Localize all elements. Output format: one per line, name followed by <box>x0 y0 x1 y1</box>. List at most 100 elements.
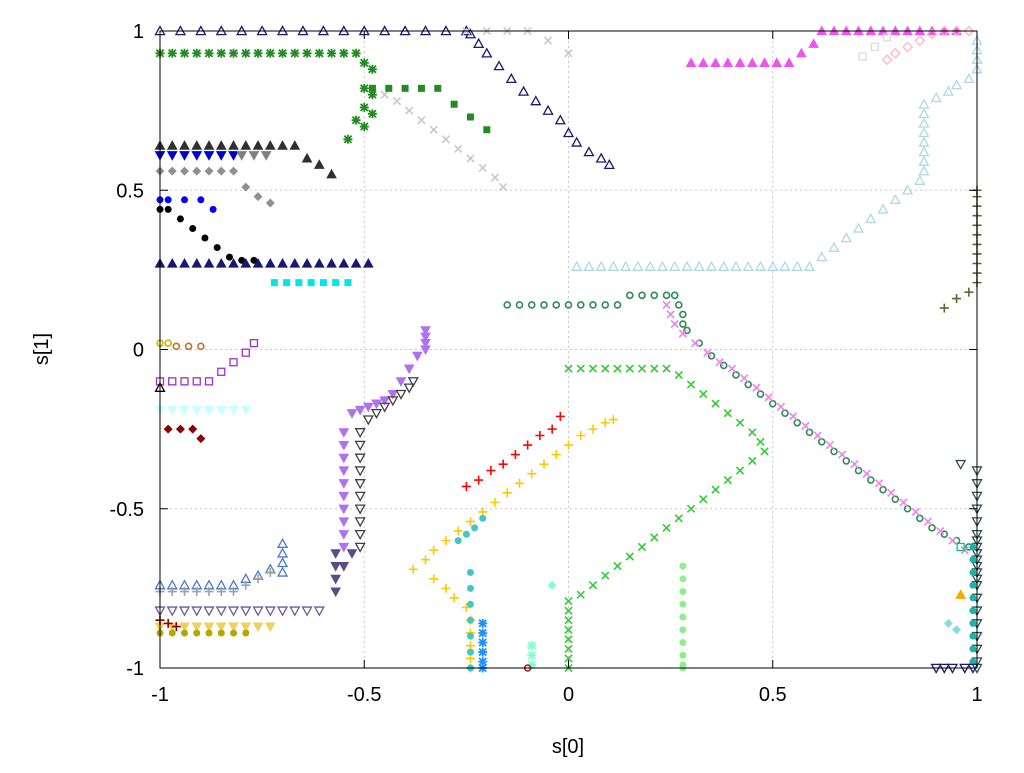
data-point <box>307 279 315 287</box>
y-tick-label: 0.5 <box>116 180 144 202</box>
data-point <box>564 644 573 654</box>
data-point <box>277 257 288 268</box>
data-point <box>554 114 566 125</box>
data-point <box>732 371 740 379</box>
data-point <box>313 159 325 169</box>
data-point <box>948 536 957 545</box>
data-point <box>179 405 190 416</box>
data-point <box>412 351 423 362</box>
data-point <box>215 405 227 416</box>
data-point <box>670 291 679 300</box>
data-point <box>191 140 203 150</box>
data-point <box>779 260 791 271</box>
data-point <box>889 193 901 205</box>
data-point <box>168 377 177 386</box>
data-point <box>368 84 376 92</box>
data-point <box>625 552 634 561</box>
series-40 <box>881 25 975 66</box>
data-point <box>879 485 887 494</box>
data-point <box>228 622 239 633</box>
data-point <box>240 606 252 617</box>
data-point <box>679 613 687 621</box>
data-point <box>564 635 573 644</box>
data-point <box>354 440 366 451</box>
data-point <box>203 140 215 150</box>
data-point <box>278 48 288 58</box>
data-point <box>478 638 488 648</box>
data-point <box>564 616 573 625</box>
data-point <box>454 537 462 545</box>
data-point <box>498 182 508 192</box>
data-point <box>571 136 583 147</box>
data-point <box>354 466 366 477</box>
data-point <box>354 428 366 439</box>
data-point <box>710 57 721 67</box>
data-point <box>742 260 754 271</box>
data-point <box>776 402 786 411</box>
data-point <box>838 450 847 459</box>
data-point <box>228 257 239 268</box>
data-point <box>230 629 238 637</box>
data-point <box>588 424 598 434</box>
data-point <box>164 196 172 204</box>
data-point <box>338 440 350 451</box>
data-point <box>330 587 342 598</box>
data-point <box>523 440 533 450</box>
data-point <box>551 450 561 460</box>
data-point <box>172 342 181 351</box>
data-point <box>192 377 201 386</box>
data-point <box>918 165 930 176</box>
data-point <box>530 95 542 106</box>
data-point <box>791 260 803 271</box>
data-point <box>547 580 557 590</box>
data-point <box>956 542 965 552</box>
data-point <box>683 326 691 335</box>
data-point <box>276 557 289 568</box>
data-point <box>354 491 366 502</box>
data-point <box>450 100 458 108</box>
data-point <box>181 196 189 204</box>
data-point <box>638 291 646 300</box>
data-point <box>338 491 350 502</box>
data-point <box>204 48 214 58</box>
series-31 <box>527 641 537 670</box>
data-point <box>936 526 945 536</box>
series-23 <box>154 606 325 617</box>
data-point <box>679 320 687 328</box>
data-point <box>453 526 463 536</box>
y-tick-label: 1 <box>133 21 144 43</box>
data-point <box>241 48 251 58</box>
data-point <box>167 48 177 58</box>
data-point <box>727 364 737 373</box>
data-point <box>401 84 409 92</box>
data-point <box>478 628 488 638</box>
data-point <box>354 453 366 464</box>
data-point <box>417 84 425 92</box>
data-point <box>734 57 746 67</box>
data-point <box>650 291 659 300</box>
data-point <box>473 37 485 48</box>
y-tick-label: -1 <box>126 658 144 680</box>
data-point <box>564 596 573 606</box>
data-point <box>179 622 190 633</box>
data-point <box>613 561 622 571</box>
data-point <box>241 182 251 192</box>
data-point <box>969 543 977 551</box>
data-point <box>926 28 938 40</box>
data-point <box>564 654 573 663</box>
data-point <box>229 358 238 367</box>
data-point <box>707 352 716 360</box>
data-point <box>601 571 610 580</box>
data-point <box>203 405 215 416</box>
data-point <box>339 48 349 58</box>
data-point <box>178 606 191 617</box>
data-point <box>302 48 312 58</box>
data-point <box>264 606 276 617</box>
data-point <box>354 517 366 528</box>
data-point <box>764 393 773 402</box>
data-point <box>527 660 537 670</box>
series-6 <box>236 151 272 161</box>
data-point <box>313 257 325 268</box>
data-point <box>387 389 399 400</box>
